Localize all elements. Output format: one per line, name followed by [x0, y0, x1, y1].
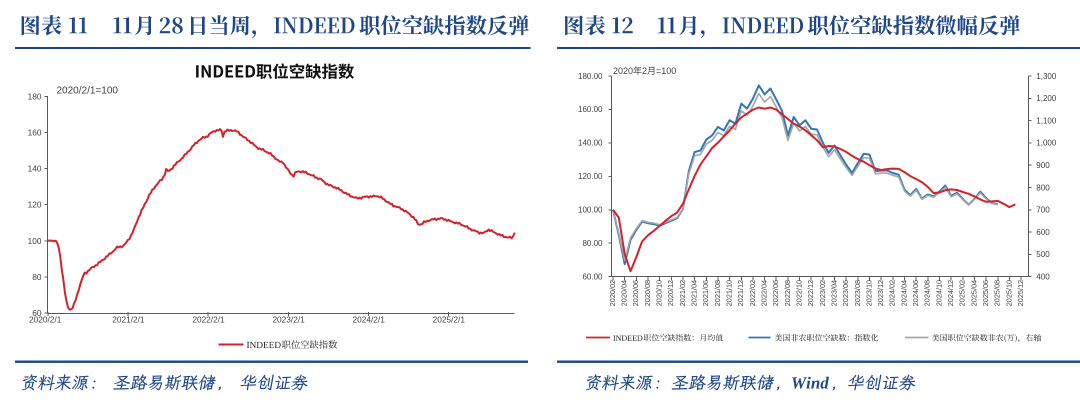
svg-text:2023/06: 2023/06 [841, 280, 850, 306]
svg-text:2022/02: 2022/02 [748, 280, 757, 306]
svg-text:2025/04: 2025/04 [969, 280, 978, 306]
svg-text:2023/02: 2023/02 [818, 280, 827, 306]
svg-text:400: 400 [1036, 273, 1050, 282]
svg-text:2024/06: 2024/06 [911, 280, 920, 306]
svg-text:100.00: 100.00 [578, 206, 603, 215]
svg-text:2020/12: 2020/12 [666, 280, 675, 306]
svg-text:2022/04: 2022/04 [760, 280, 769, 306]
svg-text:2020/10: 2020/10 [655, 280, 664, 306]
svg-text:700: 700 [1036, 206, 1050, 215]
svg-text:2023/08: 2023/08 [853, 280, 862, 306]
svg-text:2022/08: 2022/08 [783, 280, 792, 306]
svg-text:2025/08: 2025/08 [993, 280, 1002, 306]
svg-text:2023/12: 2023/12 [876, 280, 885, 306]
svg-text:60.00: 60.00 [582, 273, 603, 282]
svg-text:120: 120 [28, 200, 42, 210]
svg-text:180.00: 180.00 [578, 72, 603, 81]
svg-text:2020/02: 2020/02 [608, 280, 617, 306]
svg-text:80.00: 80.00 [582, 239, 603, 248]
svg-text:2021/02: 2021/02 [678, 280, 687, 306]
svg-text:2022/06: 2022/06 [771, 280, 780, 306]
svg-text:160: 160 [28, 128, 42, 138]
svg-text:2023/2/1: 2023/2/1 [272, 315, 305, 325]
svg-text:2025/02: 2025/02 [958, 280, 967, 306]
svg-text:80: 80 [32, 272, 42, 282]
svg-text:500: 500 [1036, 250, 1050, 259]
svg-text:2021/10: 2021/10 [725, 280, 734, 306]
svg-text:2022/2/1: 2022/2/1 [192, 315, 225, 325]
svg-text:2020/2/1: 2020/2/1 [29, 315, 62, 325]
svg-text:2020/04: 2020/04 [620, 280, 629, 306]
svg-text:2022/12: 2022/12 [806, 280, 815, 306]
svg-text:1,200: 1,200 [1036, 94, 1057, 103]
svg-text:2024/10: 2024/10 [934, 280, 943, 306]
svg-text:1,100: 1,100 [1036, 116, 1057, 125]
svg-text:1,000: 1,000 [1036, 139, 1057, 148]
svg-text:2021/06: 2021/06 [701, 280, 710, 306]
svg-text:2025/2/1: 2025/2/1 [433, 315, 466, 325]
svg-text:180: 180 [28, 92, 42, 102]
svg-text:2024/02: 2024/02 [888, 280, 897, 306]
svg-text:160.00: 160.00 [578, 105, 603, 114]
svg-text:2023/10: 2023/10 [864, 280, 873, 306]
svg-text:900: 900 [1036, 161, 1050, 170]
svg-text:2024/2/1: 2024/2/1 [353, 315, 386, 325]
svg-text:2021/2/1: 2021/2/1 [112, 315, 145, 325]
svg-text:=100: =100 [656, 66, 676, 76]
svg-text:140: 140 [28, 164, 42, 174]
svg-text:2025/10: 2025/10 [1004, 280, 1013, 306]
svg-text:2: 2 [642, 66, 647, 76]
svg-text:1,300: 1,300 [1036, 72, 1057, 81]
svg-text:2025/12: 2025/12 [1016, 280, 1025, 306]
svg-text:2020/2/1=100: 2020/2/1=100 [57, 86, 119, 97]
svg-text:2021/12: 2021/12 [736, 280, 745, 306]
svg-text:140.00: 140.00 [578, 139, 603, 148]
svg-text:2024/04: 2024/04 [899, 280, 908, 306]
svg-text:120.00: 120.00 [578, 172, 603, 181]
svg-text:2025/06: 2025/06 [981, 280, 990, 306]
svg-text:2021/04: 2021/04 [690, 280, 699, 306]
svg-text:600: 600 [1036, 228, 1050, 237]
svg-text:2020: 2020 [613, 66, 633, 76]
svg-text:800: 800 [1036, 183, 1050, 192]
svg-text:2020/06: 2020/06 [631, 280, 640, 306]
svg-text:2022/10: 2022/10 [795, 280, 804, 306]
svg-text:2024/12: 2024/12 [946, 280, 955, 306]
svg-text:2023/04: 2023/04 [829, 280, 838, 306]
svg-text:60: 60 [32, 308, 42, 318]
svg-text:2024/08: 2024/08 [923, 280, 932, 306]
svg-text:2020/08: 2020/08 [643, 280, 652, 306]
svg-text:2021/08: 2021/08 [713, 280, 722, 306]
svg-text:100: 100 [28, 236, 42, 246]
